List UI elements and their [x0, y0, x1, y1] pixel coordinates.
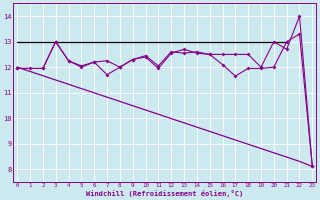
X-axis label: Windchill (Refroidissement éolien,°C): Windchill (Refroidissement éolien,°C)	[86, 190, 244, 197]
